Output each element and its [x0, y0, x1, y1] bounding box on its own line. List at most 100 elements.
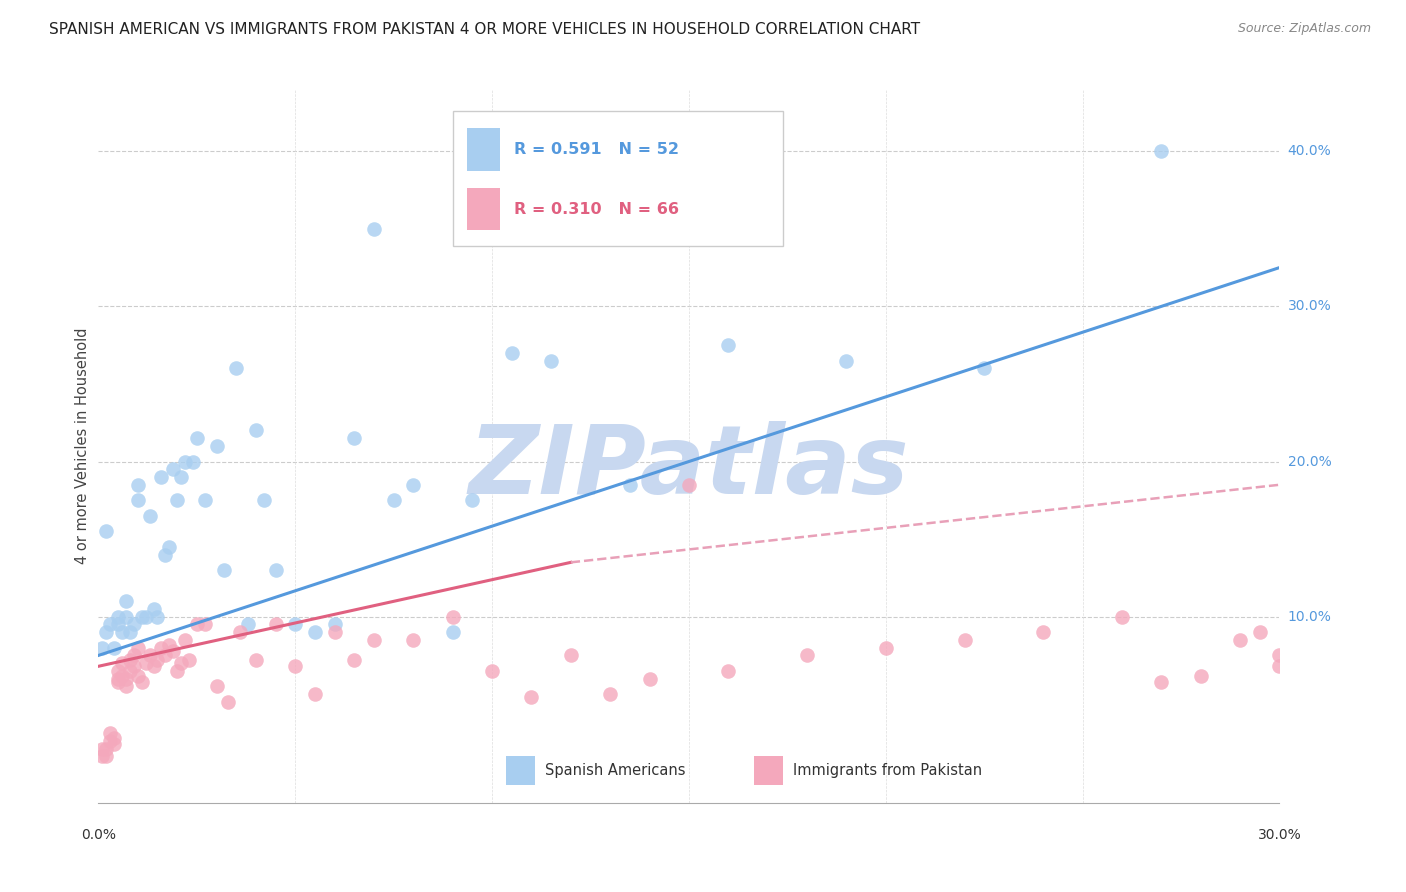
Point: [111, 625, 134, 640]
Point: [441, 625, 464, 640]
Point: [155, 548, 177, 562]
Point: [186, 431, 208, 445]
Point: [122, 659, 145, 673]
Point: [96, 524, 118, 539]
Text: Immigrants from Pakistan: Immigrants from Pakistan: [793, 764, 981, 778]
Point: [98, 733, 121, 747]
Point: [205, 680, 228, 694]
Point: [131, 609, 153, 624]
Point: [107, 672, 129, 686]
Point: [127, 493, 149, 508]
Point: [1268, 648, 1291, 663]
Point: [973, 361, 995, 376]
Point: [540, 353, 562, 368]
Point: [146, 653, 169, 667]
Point: [363, 222, 385, 236]
Point: [481, 664, 503, 678]
Point: [150, 470, 173, 484]
Point: [118, 664, 141, 678]
Point: [304, 687, 326, 701]
Point: [181, 454, 204, 468]
Point: [111, 668, 134, 682]
Point: [142, 602, 165, 616]
Point: [343, 431, 366, 445]
Point: [402, 477, 425, 491]
FancyBboxPatch shape: [453, 111, 783, 246]
Point: [107, 609, 129, 624]
Point: [186, 617, 208, 632]
Point: [953, 632, 976, 647]
Point: [146, 609, 169, 624]
Point: [323, 625, 346, 640]
Point: [162, 462, 184, 476]
Point: [138, 508, 160, 523]
Point: [115, 680, 138, 694]
Point: [131, 674, 153, 689]
Point: [166, 493, 188, 508]
Point: [284, 617, 307, 632]
Point: [343, 653, 366, 667]
Point: [96, 741, 118, 756]
Point: [264, 617, 287, 632]
Point: [115, 672, 138, 686]
Point: [717, 338, 740, 352]
Text: Source: ZipAtlas.com: Source: ZipAtlas.com: [1237, 22, 1371, 36]
Point: [135, 656, 157, 670]
Point: [107, 617, 129, 632]
Point: [236, 617, 259, 632]
Point: [135, 609, 157, 624]
Point: [638, 672, 661, 686]
Point: [304, 625, 326, 640]
Point: [107, 664, 129, 678]
Point: [96, 749, 118, 764]
Text: 30.0%: 30.0%: [1257, 828, 1302, 842]
Text: R = 0.591   N = 52: R = 0.591 N = 52: [515, 143, 679, 157]
FancyBboxPatch shape: [506, 756, 536, 785]
Point: [835, 353, 858, 368]
Point: [619, 477, 641, 491]
Point: [122, 617, 145, 632]
Point: [875, 640, 897, 655]
Text: 10.0%: 10.0%: [1288, 609, 1331, 624]
Point: [229, 625, 252, 640]
Point: [115, 594, 138, 608]
Point: [214, 563, 236, 577]
Point: [1229, 632, 1251, 647]
Point: [91, 749, 114, 764]
Text: Spanish Americans: Spanish Americans: [546, 764, 685, 778]
Point: [402, 632, 425, 647]
Point: [560, 648, 582, 663]
Point: [1032, 625, 1054, 640]
Point: [177, 653, 200, 667]
Point: [174, 632, 197, 647]
Text: SPANISH AMERICAN VS IMMIGRANTS FROM PAKISTAN 4 OR MORE VEHICLES IN HOUSEHOLD COR: SPANISH AMERICAN VS IMMIGRANTS FROM PAKI…: [49, 22, 921, 37]
Point: [264, 563, 287, 577]
Text: 40.0%: 40.0%: [1288, 145, 1331, 158]
Point: [1150, 145, 1173, 159]
Point: [98, 726, 121, 740]
Point: [363, 632, 385, 647]
Point: [107, 674, 129, 689]
Point: [103, 731, 125, 745]
Point: [501, 346, 523, 360]
Point: [441, 609, 464, 624]
Text: ZIPatlas: ZIPatlas: [468, 421, 910, 514]
Point: [1249, 625, 1271, 640]
Point: [253, 493, 276, 508]
Point: [1111, 609, 1133, 624]
Point: [245, 653, 267, 667]
Point: [91, 741, 114, 756]
Point: [1189, 668, 1212, 682]
Text: 0.0%: 0.0%: [82, 828, 115, 842]
Point: [150, 640, 173, 655]
Point: [194, 617, 217, 632]
Point: [103, 737, 125, 751]
Point: [127, 640, 149, 655]
Point: [142, 659, 165, 673]
Point: [98, 617, 121, 632]
Point: [115, 609, 138, 624]
Point: [103, 640, 125, 655]
Point: [111, 656, 134, 670]
Text: 20.0%: 20.0%: [1288, 455, 1331, 468]
Point: [91, 640, 114, 655]
